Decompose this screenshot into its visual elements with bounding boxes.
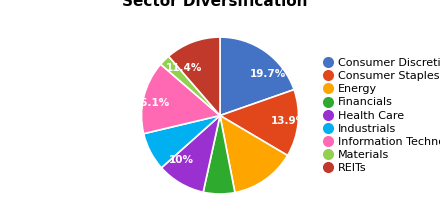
Wedge shape: [161, 56, 220, 116]
Wedge shape: [220, 90, 298, 155]
Text: 13.9%: 13.9%: [271, 116, 307, 126]
Text: Sector Diversification: Sector Diversification: [122, 0, 308, 9]
Text: 19.7%: 19.7%: [249, 69, 286, 79]
Legend: Consumer Discretio..., Consumer Staples, Energy, Financials, Health Care, Indust: Consumer Discretio..., Consumer Staples,…: [318, 54, 440, 177]
Wedge shape: [220, 116, 288, 192]
Text: 10%: 10%: [169, 155, 194, 165]
Wedge shape: [143, 116, 220, 168]
Wedge shape: [203, 116, 235, 194]
Wedge shape: [169, 37, 220, 116]
Wedge shape: [220, 37, 294, 116]
Wedge shape: [142, 64, 220, 134]
Wedge shape: [161, 116, 220, 192]
Text: 11.4%: 11.4%: [166, 63, 202, 73]
Text: 15.1%: 15.1%: [134, 99, 170, 108]
